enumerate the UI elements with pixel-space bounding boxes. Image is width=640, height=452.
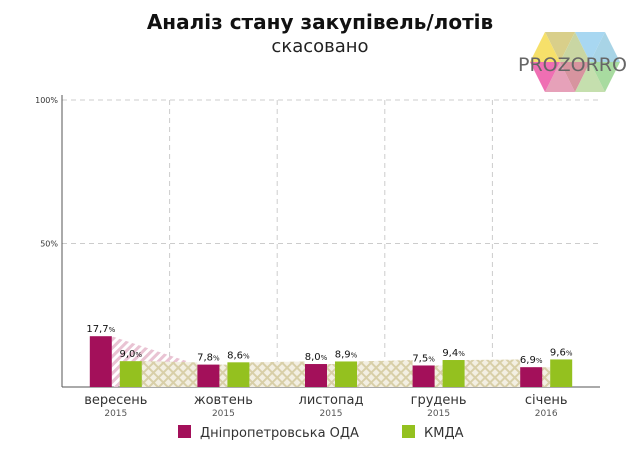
data-label: 9,4% xyxy=(442,348,465,359)
prozorro-logo: PROZORRO xyxy=(518,32,627,92)
legend-swatch xyxy=(178,425,191,438)
bar-kmda xyxy=(119,361,142,387)
x-tick-year: 2015 xyxy=(320,409,343,419)
chart-title: Аналіз стану закупівель/лотів xyxy=(146,10,494,34)
data-label: 7,8% xyxy=(197,353,220,364)
bar-dnipro xyxy=(305,364,327,387)
x-tick-year: 2015 xyxy=(104,409,127,419)
y-tick-label: 100% xyxy=(35,96,58,105)
x-tick-year: 2016 xyxy=(535,409,558,419)
legend-label: Дніпропетровська ОДА xyxy=(200,426,359,441)
x-tick-year: 2015 xyxy=(427,409,450,419)
bar-kmda xyxy=(227,362,250,387)
bar-kmda xyxy=(442,360,465,387)
legend-label: КМДА xyxy=(424,426,464,441)
bar-dnipro xyxy=(197,364,220,387)
data-label: 8,0% xyxy=(305,352,328,363)
hatch-band xyxy=(464,359,521,387)
y-tick-label: 50% xyxy=(40,240,58,249)
legend-swatch xyxy=(402,425,415,438)
logo-text: PROZORRO xyxy=(518,54,627,76)
bar-kmda xyxy=(335,361,357,387)
x-tick-year: 2015 xyxy=(212,409,235,419)
x-tick-month: жовтень xyxy=(194,393,253,408)
hatch-band xyxy=(357,360,413,387)
hatch-band xyxy=(249,361,305,387)
data-label: 17,7% xyxy=(86,324,115,335)
bar-dnipro xyxy=(89,336,112,387)
data-label: 6,9% xyxy=(520,355,543,366)
bar-dnipro xyxy=(520,367,543,387)
data-label: 9,0% xyxy=(120,349,143,360)
data-label: 9,6% xyxy=(550,347,573,358)
x-tick-month: вересень xyxy=(84,393,147,408)
hatch-band xyxy=(141,361,198,387)
x-tick-month: грудень xyxy=(411,393,467,408)
data-label: 8,6% xyxy=(227,350,250,361)
x-tick-month: січень xyxy=(525,393,568,408)
chart-subtitle: скасовано xyxy=(271,36,369,57)
bar-kmda xyxy=(550,359,573,387)
data-label: 8,9% xyxy=(335,349,358,360)
data-label: 7,5% xyxy=(412,353,435,364)
bar-dnipro xyxy=(412,365,435,387)
x-tick-month: листопад xyxy=(299,393,364,408)
